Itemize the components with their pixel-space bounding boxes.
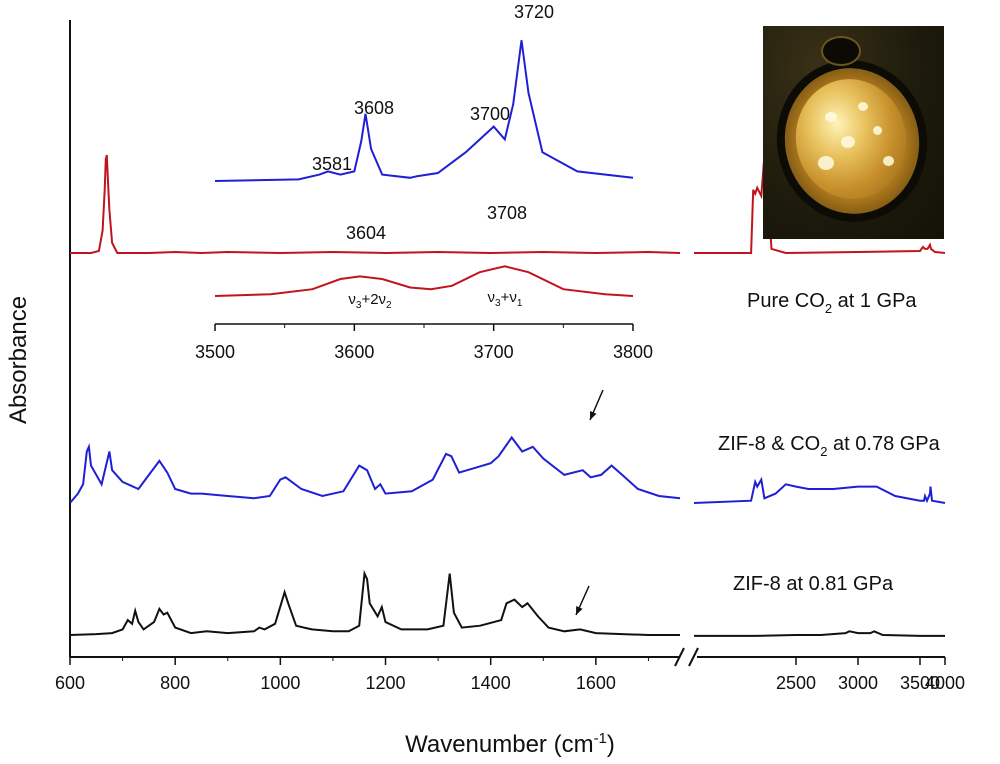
inset-peak-label: 3720 <box>514 2 554 22</box>
sample-photo <box>763 26 944 239</box>
x-tick-label: 800 <box>160 673 190 693</box>
inset-x-tick-label: 3500 <box>195 342 235 362</box>
series-right-segment <box>693 155 946 637</box>
axis-break-mark <box>674 647 685 667</box>
x-tick-label: 1000 <box>260 673 300 693</box>
series-line-1 <box>693 476 946 504</box>
series-line-0 <box>694 155 946 255</box>
x-tick-label: 1200 <box>365 673 405 693</box>
x-tick-label: 1600 <box>576 673 616 693</box>
x-tick-label: 1400 <box>471 673 511 693</box>
inset-peak-label: 3700 <box>470 104 510 124</box>
inset-peak-label: 3708 <box>487 203 527 223</box>
main-axes: 600 800 1000 1200 1400 1600 2500 3000 35004000Wa… <box>5 20 965 758</box>
x-axis-label: Wavenumber (cm-1) <box>405 730 615 758</box>
x-tick-label: 4000 <box>925 673 965 693</box>
series-line-0 <box>70 154 681 255</box>
inset-peak-label: 3604 <box>346 223 386 243</box>
inset-mode-label: ν3+2ν2 <box>348 291 392 311</box>
inset-x-tick-label: 3600 <box>334 342 374 362</box>
series-label: Pure CO2 at 1 GPa <box>747 290 917 316</box>
x-tick-label: 2500 <box>776 673 816 693</box>
inset-peak-label: 3608 <box>354 98 394 118</box>
series-line-2 <box>694 630 945 637</box>
inset-series-line-0 <box>214 40 634 182</box>
inset-x-tick-label: 3700 <box>474 342 514 362</box>
series-label: ZIF-8 at 0.81 GPa <box>733 573 894 595</box>
inset-peak-label: 3581 <box>312 154 352 174</box>
arrow-head <box>576 606 583 615</box>
inset-x-tick-label: 3800 <box>613 342 653 362</box>
inset-series-line-1 <box>214 265 634 297</box>
y-axis-label: Absorbance <box>5 296 32 424</box>
x-tick-label: 3500 <box>900 673 940 693</box>
inset-chart: 3500 3600 3700 3800 3720 3608 3700 3581 3708 3604… <box>195 2 653 362</box>
inset-mode-label: ν3+ν1 <box>488 289 523 309</box>
axis-break-mark <box>688 647 699 667</box>
x-tick-label: 3000 <box>838 673 878 693</box>
x-tick-label: 600 <box>55 673 85 693</box>
series-line-1 <box>69 435 681 504</box>
series-label: ZIF-8 & CO2 at 0.78 GPa <box>718 433 941 459</box>
series-left-segment <box>69 154 681 636</box>
series-line-2 <box>69 569 680 636</box>
arrow-head <box>590 411 597 420</box>
annotations: Pure CO2 at 1 GPa ZIF-8 & CO2 at 0.78 GPa… <box>575 290 941 616</box>
